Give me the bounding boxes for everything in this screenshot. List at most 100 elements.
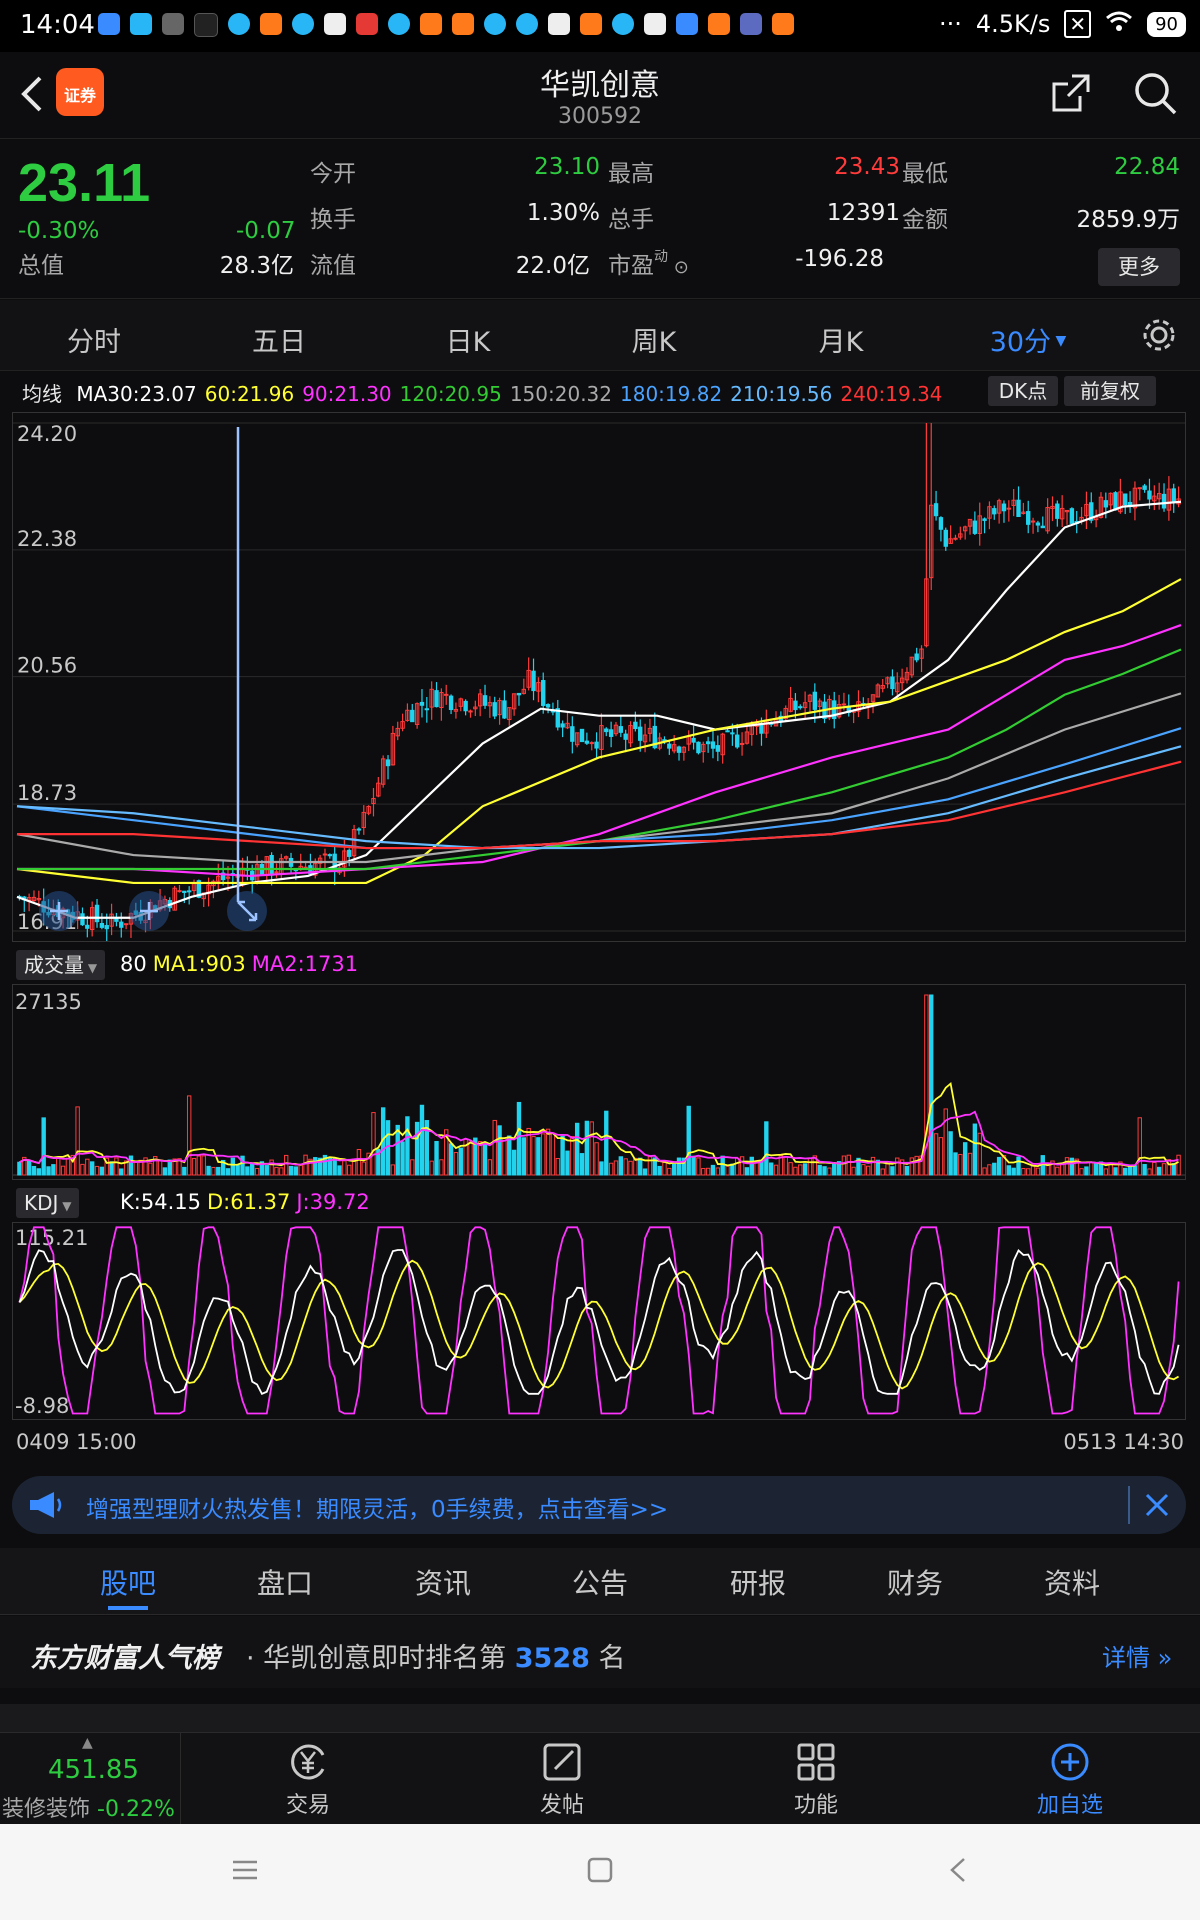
app-notification-icon <box>516 13 538 35</box>
candle-body <box>1156 493 1162 500</box>
candle-body <box>642 734 648 743</box>
rank-detail-link[interactable]: 详情 » <box>1102 1638 1172 1673</box>
dk-point-button[interactable]: DK点 <box>988 376 1058 406</box>
volume-bar <box>143 1157 148 1176</box>
ad-banner[interactable]: 增强型理财火热发售！期限灵活，0手续费，点击查看>> <box>12 1476 1186 1534</box>
nav-add-watchlist[interactable]: 加自选 <box>1020 1741 1120 1819</box>
fullscreen-button[interactable] <box>227 427 267 931</box>
chart-settings-button[interactable] <box>1140 316 1178 358</box>
index-ticker[interactable]: ▲ 451.85 装修装饰 -0.22% <box>0 1733 181 1825</box>
nav-functions[interactable]: 功能 <box>766 1741 866 1819</box>
kdj-indicator-select[interactable]: KDJ ▼ <box>16 1188 80 1218</box>
adjust-mode-button[interactable]: 前复权 <box>1064 376 1156 406</box>
volume-bar <box>269 1159 274 1176</box>
candle-body <box>992 508 997 515</box>
candle-body <box>594 741 599 749</box>
volume-bar <box>322 1154 328 1176</box>
volume-bar <box>929 994 934 1176</box>
volume-bar <box>599 1161 604 1176</box>
volume-bar <box>895 1157 900 1176</box>
tab-pankou[interactable]: 盘口 <box>256 1567 313 1600</box>
candle-body <box>977 515 982 534</box>
zoom-in-button[interactable] <box>129 891 169 931</box>
candle-body <box>473 706 478 710</box>
rank-number: 3528 <box>514 1643 590 1674</box>
volume-indicator-select[interactable]: 成交量 ▼ <box>16 950 106 980</box>
candle-body <box>361 811 366 829</box>
candle-body <box>1147 490 1152 500</box>
volume-bar <box>914 1155 919 1176</box>
tab-guba[interactable]: 股吧 <box>99 1567 156 1600</box>
volume-bar <box>972 1123 978 1176</box>
tab-research[interactable]: 研报 <box>729 1567 786 1600</box>
volume-bar <box>317 1157 323 1176</box>
volume-bar <box>720 1155 725 1176</box>
ma-legend-item: 120:20.95 <box>399 382 502 406</box>
kdj-chart[interactable]: 115.21 -8.98 <box>12 1222 1186 1420</box>
tab-daily-k[interactable]: 日K <box>445 327 491 358</box>
dropdown-arrow-icon: ▼ <box>1051 333 1067 349</box>
candle-body <box>817 700 822 707</box>
tab-profile[interactable]: 资料 <box>1043 1567 1100 1600</box>
share-button[interactable] <box>1050 72 1092 114</box>
popularity-rank[interactable]: 东方财富人气榜 · 华凯创意即时排名第 3528 名 详情 » <box>0 1616 1200 1688</box>
tab-30min[interactable]: 30分 ▼ <box>968 320 1088 359</box>
back-nav-icon[interactable] <box>946 1856 970 1884</box>
candle-body <box>696 741 701 754</box>
candle-body <box>691 737 696 743</box>
dropdown-arrow-icon: ▼ <box>58 1199 72 1213</box>
menu-icon[interactable] <box>230 1858 260 1882</box>
volume-chart[interactable]: 27135 <box>12 984 1186 1180</box>
volume-bar <box>337 1165 342 1176</box>
candle-body <box>584 740 590 744</box>
tab-weekly-k[interactable]: 周K <box>631 327 677 358</box>
volume-bar <box>618 1156 624 1176</box>
tab-intraday[interactable]: 分时 <box>67 327 121 358</box>
candle-body <box>274 871 279 874</box>
back-button[interactable] <box>14 70 50 118</box>
candle-body <box>681 746 687 753</box>
candle-body <box>448 695 454 711</box>
volume-bar <box>967 1152 973 1176</box>
search-button[interactable] <box>1132 70 1178 116</box>
quote-label: 最高 <box>608 161 654 187</box>
candle-body <box>739 742 745 746</box>
volume-bar <box>924 994 929 1176</box>
volume-bar <box>832 1163 837 1176</box>
securities-logo: 证券 <box>56 68 104 116</box>
tab-news[interactable]: 资讯 <box>414 1567 471 1600</box>
volume-bar <box>851 1166 856 1176</box>
zoom-in-button[interactable] <box>39 891 79 931</box>
home-icon[interactable] <box>586 1856 614 1884</box>
index-value: 451.85 <box>48 1755 139 1785</box>
close-icon[interactable] <box>1142 1490 1172 1520</box>
nav-trade[interactable]: 交易 <box>258 1741 358 1819</box>
volume-ma-line <box>19 1081 1179 1168</box>
volume-bar <box>904 1165 910 1176</box>
quote-value: 28.3亿 <box>219 253 294 279</box>
volume-bar <box>46 1166 51 1176</box>
title-bar: 证券 华凯创意 300592 <box>0 52 1200 139</box>
tab-finance[interactable]: 财务 <box>886 1567 943 1600</box>
x-axis-end: 0513 14:30 <box>1063 1430 1184 1454</box>
tab-announcements[interactable]: 公告 <box>571 1567 628 1600</box>
tab-five-day[interactable]: 五日 <box>252 327 306 358</box>
candle-body <box>482 695 488 706</box>
app-notification-icon <box>420 13 442 35</box>
indicator-legend-item: 80 <box>120 952 147 976</box>
candle-body <box>996 500 1002 514</box>
volume-bar <box>264 1165 269 1176</box>
y-tick-label: 115.21 <box>15 1226 88 1250</box>
candle-body <box>788 697 793 712</box>
indicator-legend-item: D:61.37 <box>206 1190 291 1214</box>
qq-icon <box>130 13 152 35</box>
tab-monthly-k[interactable]: 月K <box>818 327 864 358</box>
nav-post[interactable]: 发帖 <box>512 1741 612 1819</box>
volume-bar <box>196 1155 202 1176</box>
more-button[interactable]: 更多 <box>1098 248 1180 286</box>
candle-body <box>177 890 182 893</box>
candle-body <box>536 682 541 692</box>
info-icon[interactable]: ⊙ <box>668 257 689 278</box>
volume-bar <box>1103 1168 1109 1176</box>
